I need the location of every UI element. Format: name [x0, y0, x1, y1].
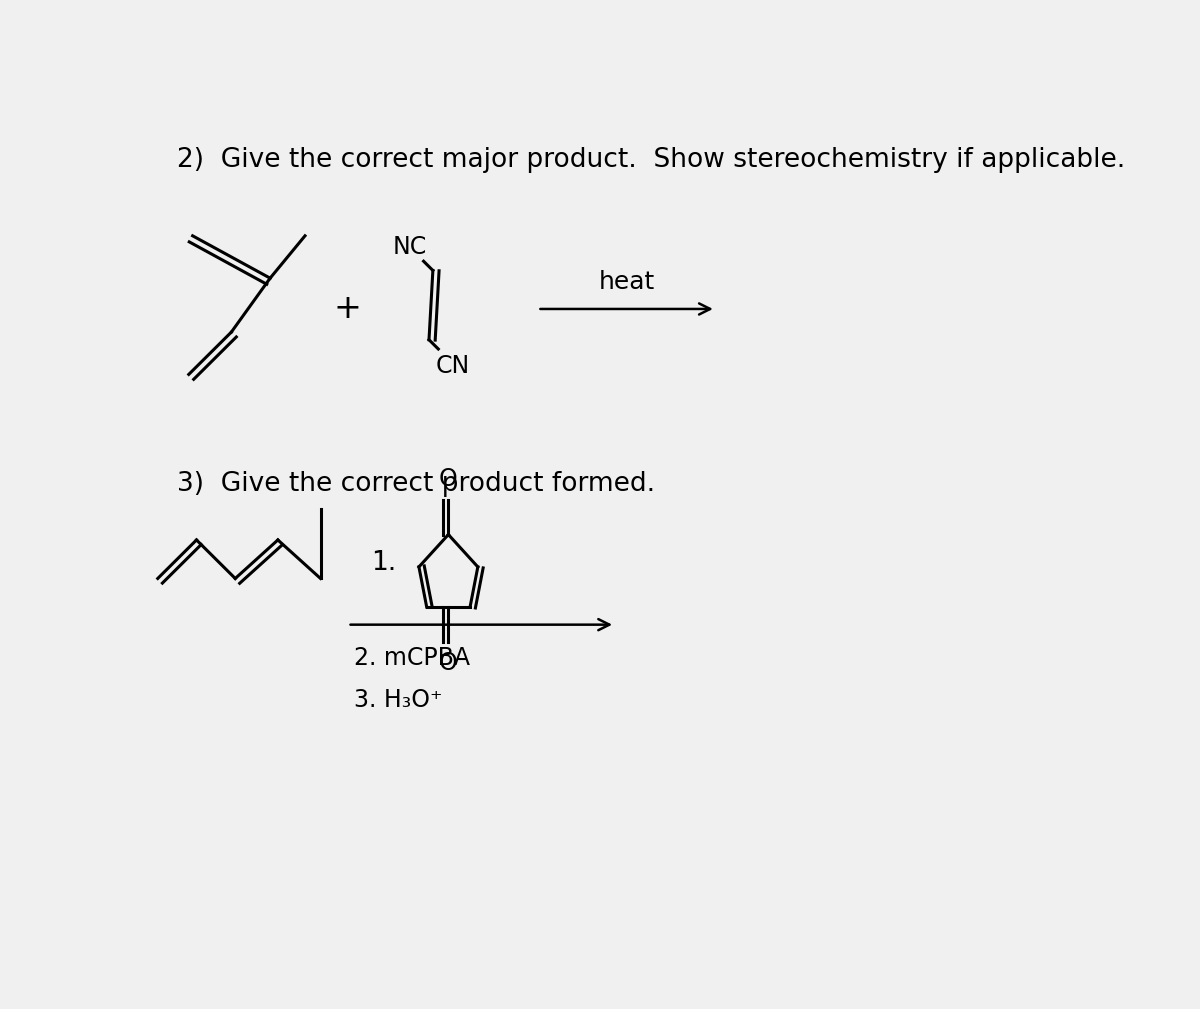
- Text: NC: NC: [392, 235, 427, 259]
- Text: 3. H₃O⁺: 3. H₃O⁺: [354, 688, 443, 711]
- Text: 3)  Give the correct product formed.: 3) Give the correct product formed.: [178, 470, 655, 496]
- Text: CN: CN: [436, 353, 469, 377]
- Text: +: +: [334, 293, 361, 326]
- Text: 2)  Give the correct major product.  Show stereochemistry if applicable.: 2) Give the correct major product. Show …: [178, 147, 1126, 174]
- Text: 1.: 1.: [371, 550, 396, 576]
- Text: O: O: [439, 651, 457, 675]
- Text: O: O: [439, 467, 457, 490]
- Text: heat: heat: [599, 269, 655, 294]
- Text: 2. mCPBA: 2. mCPBA: [354, 646, 470, 670]
